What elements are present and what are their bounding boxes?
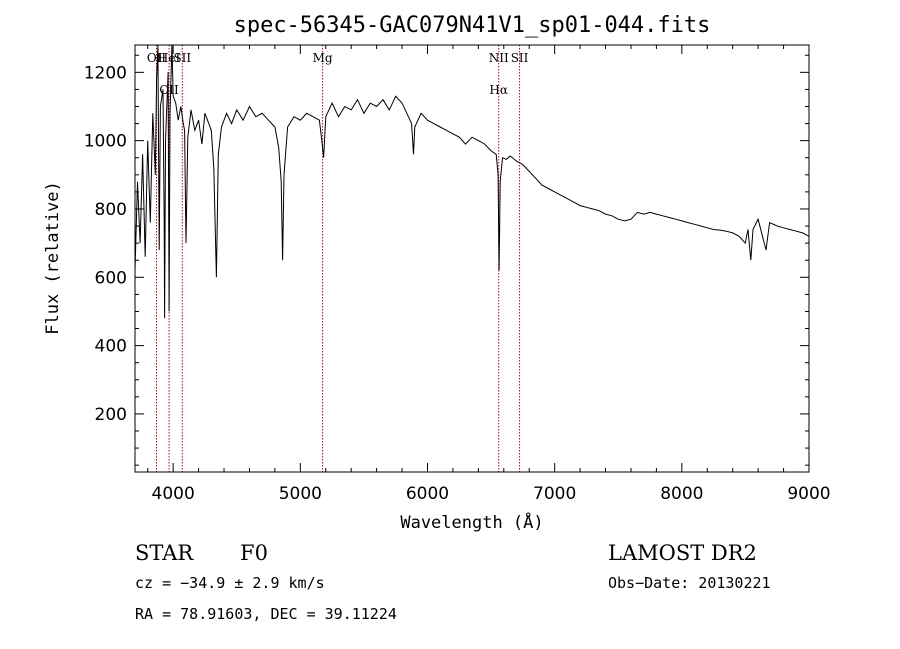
- y-tick-label: 600: [95, 268, 127, 288]
- spectral-line-label: HeI: [158, 51, 181, 65]
- spectral-line-label: OII: [147, 51, 167, 65]
- x-tick-label: 4000: [152, 484, 195, 504]
- plot-frame: [134, 44, 810, 473]
- x-tick-label: 9000: [787, 484, 830, 504]
- spectral-line-label: SII: [173, 51, 191, 65]
- x-axis-label: Wavelength (Å): [400, 511, 543, 533]
- chart-title: spec-56345-GAC079N41V1_sp01-044.fits: [234, 13, 711, 38]
- spectrum-line-0: [134, 44, 810, 319]
- x-tick-label: 5000: [279, 484, 322, 504]
- coordinates-info: RA = 78.91603, DEC = 39.11224: [135, 605, 397, 623]
- spectral-line-label: OII: [159, 83, 179, 97]
- x-tick-label: 7000: [533, 484, 576, 504]
- spectrum-series: [134, 44, 810, 319]
- y-axis-ticks: 200 400 600 800 1000 1200: [84, 54, 809, 466]
- x-axis-ticks: 4000 5000 6000 7000 8000 9000: [147, 45, 831, 504]
- y-tick-label: 1000: [84, 132, 127, 152]
- y-tick-label: 400: [95, 337, 127, 357]
- spectral-line-label: Hα: [489, 83, 508, 97]
- object-type: STAR: [135, 541, 194, 565]
- y-axis-label: Flux (relative): [43, 181, 63, 335]
- spectral-line-label: NII: [489, 51, 509, 65]
- spectral-line-label: SII: [511, 51, 529, 65]
- y-tick-label: 800: [95, 200, 127, 220]
- y-tick-label: 200: [95, 405, 127, 425]
- spectral-line-label: Mg: [313, 51, 333, 65]
- x-tick-label: 8000: [660, 484, 703, 504]
- redshift-info: cz = −34.9 ± 2.9 km/s: [135, 574, 325, 592]
- x-tick-label: 6000: [406, 484, 449, 504]
- survey-name: LAMOST DR2: [608, 541, 757, 565]
- observation-date: Obs−Date: 20130221: [608, 574, 771, 592]
- y-tick-label: 1200: [84, 63, 127, 83]
- object-subclass: F0: [240, 541, 268, 565]
